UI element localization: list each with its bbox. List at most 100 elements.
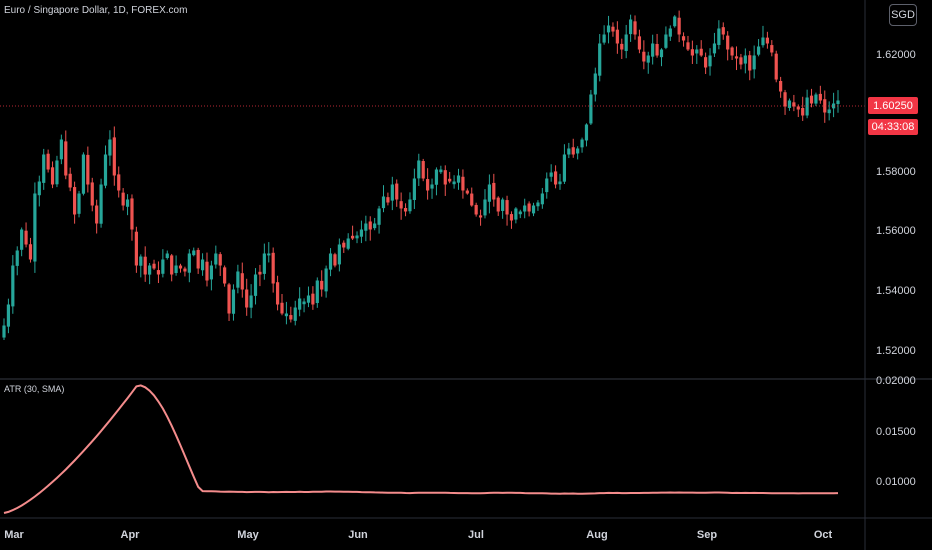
candle-body (205, 261, 209, 281)
candle-body (253, 274, 258, 296)
candles-layer (2, 10, 840, 340)
candle-body (337, 244, 341, 265)
candle-body (24, 230, 28, 245)
candle-body (381, 196, 386, 209)
candle-body (148, 265, 152, 275)
time-tick-label: Jun (348, 529, 368, 541)
candle-body (730, 47, 734, 56)
candle-body (245, 289, 249, 308)
candle-body (258, 271, 262, 275)
candle-body (783, 92, 787, 107)
candle-body (306, 295, 311, 303)
candle-body (695, 49, 699, 54)
candle-body (805, 97, 809, 116)
candle-body (761, 37, 765, 46)
candle-body (77, 193, 81, 214)
candle-body (143, 256, 147, 275)
candle-body (192, 250, 196, 256)
candle-body (501, 199, 505, 211)
candle-body (81, 154, 86, 194)
candle-body (686, 42, 690, 50)
candle-body (130, 198, 134, 230)
candle-body (227, 284, 231, 314)
candle-body (15, 250, 19, 266)
candle-body (262, 253, 266, 274)
candle-body (95, 205, 99, 224)
candle-body (42, 154, 46, 183)
candle-body (439, 169, 443, 173)
indicator-title[interactable]: ATR (30, SMA) (4, 384, 65, 394)
candle-body (112, 137, 116, 176)
candle-body (249, 295, 253, 308)
candle-body (68, 173, 72, 188)
candle-body (377, 208, 381, 225)
candle-body (28, 244, 33, 260)
candle-body (655, 43, 659, 56)
candle-body (320, 280, 324, 290)
candle-body (779, 80, 783, 92)
candle-body (170, 255, 174, 275)
candle-body (426, 179, 430, 191)
candle-body (615, 29, 619, 44)
time-tick-label: Mar (4, 529, 24, 541)
candle-body (827, 109, 831, 114)
candle-body (739, 57, 743, 65)
candle-body (770, 45, 774, 53)
candle-body (284, 313, 289, 317)
time-tick-label: May (237, 529, 259, 541)
candle-body (456, 175, 461, 183)
candle-body (134, 231, 138, 266)
candle-body (664, 34, 668, 48)
candle-body (633, 21, 637, 35)
candle-body (787, 100, 792, 108)
price-tick-label: 1.58000 (876, 166, 916, 178)
candle-body (452, 181, 456, 185)
candle-body (712, 43, 717, 54)
candle-body (183, 268, 187, 272)
currency-button[interactable]: SGD (889, 4, 917, 26)
price-tick-label: 1.54000 (876, 285, 916, 297)
time-tick-label: Jul (468, 529, 484, 541)
candle-body (289, 315, 293, 320)
price-tick-label: 1.62000 (876, 49, 916, 61)
candle-body (677, 17, 681, 35)
time-tick-label: Oct (813, 529, 833, 541)
candle-body (589, 94, 593, 124)
atr-tick-label: 0.02000 (876, 375, 916, 387)
candle-body (540, 193, 544, 205)
candle-body (487, 184, 491, 202)
candle-body (373, 223, 377, 229)
candle-body (275, 282, 280, 305)
candle-body (236, 271, 240, 288)
candle-body (470, 193, 474, 206)
candle-body (6, 304, 11, 327)
candle-body (752, 55, 756, 70)
candle-body (333, 254, 337, 266)
candle-body (673, 16, 677, 27)
candle-body (403, 208, 408, 212)
price-tick-label: 1.56000 (876, 225, 916, 237)
candle-body (311, 293, 315, 305)
candle-body (434, 169, 439, 185)
candle-body (280, 302, 284, 314)
candle-body (395, 183, 399, 200)
candle-body (315, 280, 319, 304)
candle-body (324, 268, 328, 292)
candle-body (527, 203, 531, 212)
candle-body (417, 160, 421, 179)
candle-body (624, 34, 628, 51)
candle-body (386, 197, 390, 203)
candle-body (196, 249, 200, 269)
candle-body (483, 199, 487, 216)
candle-body (267, 253, 271, 256)
candle-body (668, 28, 672, 37)
candle-body (553, 171, 558, 185)
candle-body (721, 27, 725, 35)
candle-body (342, 242, 346, 248)
candle-body (558, 181, 562, 185)
candle-body (209, 265, 213, 280)
candle-body (73, 187, 77, 215)
candle-body (531, 205, 536, 214)
candle-body (571, 147, 575, 155)
